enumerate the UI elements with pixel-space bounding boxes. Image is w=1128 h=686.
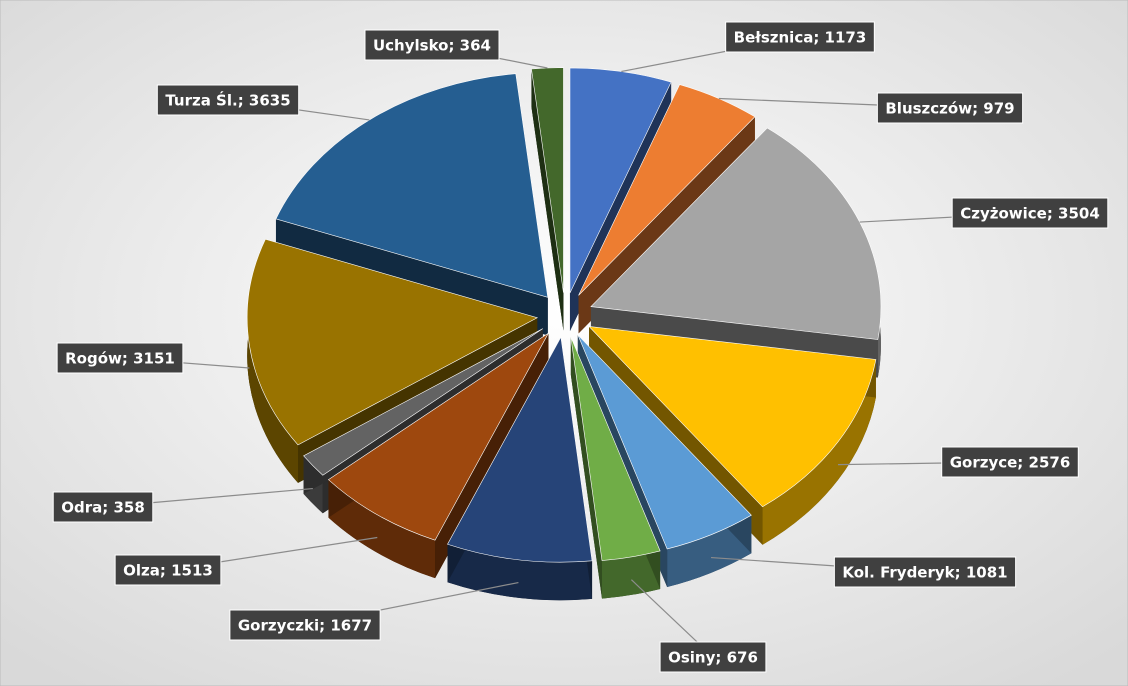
label-text: Olza; 1513 <box>123 562 213 580</box>
label-text: Osiny; 676 <box>668 649 758 667</box>
slice-side <box>447 544 593 601</box>
data-label: Uchylsko; 364 <box>364 29 500 61</box>
slice <box>569 67 672 294</box>
label-text: Bluszczów; 979 <box>885 100 1014 118</box>
slice-side <box>602 550 661 599</box>
data-label: Gorzyce; 2576 <box>941 446 1079 478</box>
slice-wall <box>303 328 543 494</box>
slice <box>303 328 543 476</box>
data-label: Gorzyczki; 1677 <box>229 609 381 641</box>
slice <box>275 73 549 298</box>
slice-side <box>667 515 752 587</box>
label-box <box>876 92 1024 124</box>
slice <box>577 334 752 550</box>
slice <box>531 67 564 293</box>
slice-side <box>762 359 876 545</box>
label-box <box>725 21 875 53</box>
slice <box>327 332 549 541</box>
slice <box>590 127 882 340</box>
label-text: Kol. Fryderyk; 1081 <box>842 564 1007 582</box>
slice <box>246 238 539 446</box>
label-box <box>941 446 1079 478</box>
slice-side <box>328 479 436 579</box>
label-box <box>229 609 381 641</box>
label-box <box>659 641 767 673</box>
data-label: Kol. Fryderyk; 1081 <box>833 556 1017 588</box>
slice-wall <box>570 336 603 599</box>
label-text: Czyżowice; 3504 <box>960 205 1100 223</box>
label-text: Gorzyce; 2576 <box>950 454 1071 472</box>
slice <box>578 84 756 296</box>
label-box <box>114 554 222 586</box>
label-text: Odra; 358 <box>61 499 145 517</box>
label-box <box>52 491 154 523</box>
data-label: Rogów; 3151 <box>56 342 184 374</box>
slice <box>570 336 661 561</box>
label-text: Uchylsko; 364 <box>373 37 491 55</box>
pie <box>246 67 882 601</box>
slice <box>447 336 593 563</box>
data-label: Olza; 1513 <box>114 554 222 586</box>
label-box <box>156 84 300 116</box>
label-text: Turza Śl.; 3635 <box>165 91 290 110</box>
label-box <box>364 29 500 61</box>
label-text: Bełsznica; 1173 <box>734 29 867 47</box>
slice <box>588 326 877 508</box>
label-box <box>951 197 1109 229</box>
label-box <box>56 342 184 374</box>
data-label: Odra; 358 <box>52 491 154 523</box>
label-text: Gorzyczki; 1677 <box>238 617 372 635</box>
data-label: Osiny; 676 <box>659 641 767 673</box>
slice-wall <box>531 69 564 331</box>
label-box <box>833 556 1017 588</box>
data-label: Turza Śl.; 3635 <box>156 84 300 116</box>
labels: Bełsznica; 1173 Bluszczów; 979 Czyżowice; … <box>52 21 1109 673</box>
slice-side <box>247 239 299 483</box>
data-label: Bełsznica; 1173 <box>725 21 875 53</box>
data-label: Czyżowice; 3504 <box>951 197 1109 229</box>
label-text: Rogów; 3151 <box>65 350 175 368</box>
data-label: Bluszczów; 979 <box>876 92 1024 124</box>
